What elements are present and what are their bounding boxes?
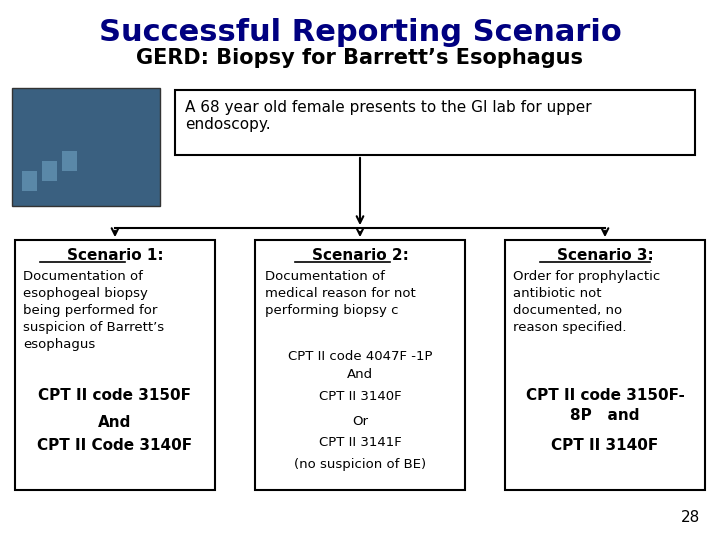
Text: Or: Or [352,415,368,428]
Text: And: And [99,415,132,430]
Text: CPT II 3140F: CPT II 3140F [319,390,401,403]
Bar [42,161,57,181]
Text: Order for prophylactic
antibiotic not
documented, no
reason specified.: Order for prophylactic antibiotic not do… [513,270,660,334]
Text: 28: 28 [680,510,700,525]
FancyBboxPatch shape [255,240,465,490]
Text: Scenario 1:: Scenario 1: [67,248,163,263]
Text: CPT II Code 3140F: CPT II Code 3140F [37,438,192,453]
Text: CPT II 3141F: CPT II 3141F [319,436,401,449]
Text: Successful Reporting Scenario: Successful Reporting Scenario [99,18,621,47]
Text: Documentation of
medical reason for not
performing biopsy c: Documentation of medical reason for not … [265,270,415,317]
Text: Scenario 2:: Scenario 2: [312,248,408,263]
FancyBboxPatch shape [505,240,705,490]
Text: CPT II code 3150F-
8P   and: CPT II code 3150F- 8P and [526,388,685,423]
Bar [62,151,77,171]
Text: A 68 year old female presents to the GI lab for upper
endoscopy.: A 68 year old female presents to the GI … [185,100,592,132]
Text: CPT II code 4047F -1P
And: CPT II code 4047F -1P And [288,350,432,381]
FancyBboxPatch shape [15,240,215,490]
Text: Documentation of
esophogeal biopsy
being performed for
suspicion of Barrett’s
es: Documentation of esophogeal biopsy being… [23,270,164,351]
Bar [22,171,37,191]
FancyBboxPatch shape [175,90,695,155]
Text: GERD: Biopsy for Barrett’s Esophagus: GERD: Biopsy for Barrett’s Esophagus [137,48,583,68]
Text: CPT II code 3150F: CPT II code 3150F [38,388,192,403]
Text: Scenario 3:: Scenario 3: [557,248,653,263]
Text: (no suspicion of BE): (no suspicion of BE) [294,458,426,471]
Bar [12,88,160,206]
Text: CPT II 3140F: CPT II 3140F [552,438,659,453]
